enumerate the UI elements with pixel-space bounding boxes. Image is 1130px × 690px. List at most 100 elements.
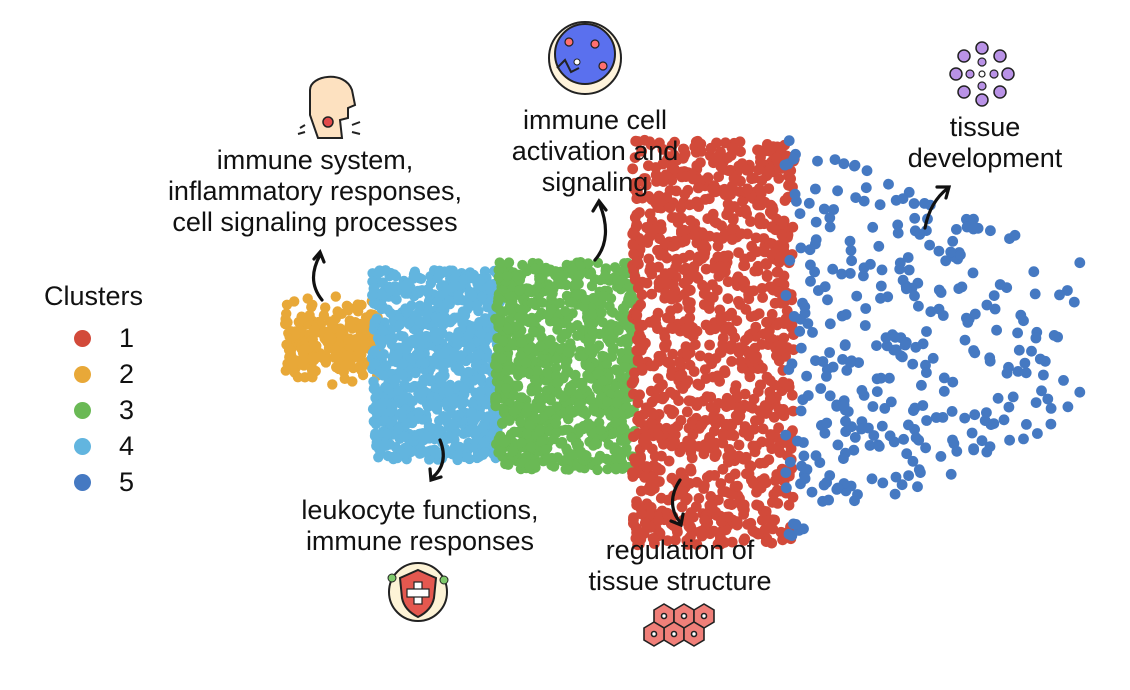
annotation-cluster5-line2: development (907, 143, 1063, 173)
scatter-point-cluster-4 (484, 332, 495, 343)
scatter-point-cluster-2 (327, 379, 338, 390)
scatter-point-cluster-4 (376, 289, 387, 300)
scatter-point-cluster-5 (998, 414, 1010, 426)
tissue-cells-icon (643, 603, 715, 647)
scatter-point-cluster-5 (861, 165, 873, 177)
scatter-point-cluster-4 (412, 348, 424, 359)
scatter-point-cluster-3 (570, 279, 581, 290)
scatter-point-cluster-5 (849, 432, 861, 443)
scatter-point-cluster-4 (370, 384, 381, 395)
scatter-point-cluster-1 (692, 378, 704, 390)
scatter-point-cluster-1 (753, 308, 765, 320)
scatter-point-cluster-5 (1054, 289, 1065, 301)
scatter-point-cluster-5 (909, 212, 921, 224)
scatter-point-cluster-2 (304, 310, 315, 321)
scatter-point-cluster-5 (992, 392, 1004, 404)
scatter-point-cluster-4 (443, 385, 454, 397)
scatter-point-cluster-3 (498, 437, 510, 448)
scatter-point-cluster-5 (1038, 369, 1049, 381)
annotation-cluster2-line2: inflammatory responses, (167, 176, 463, 206)
scatter-point-cluster-3 (517, 259, 528, 271)
scatter-point-cluster-3 (529, 459, 540, 470)
scatter-point-cluster-1 (761, 271, 773, 282)
scatter-point-cluster-5 (1021, 419, 1032, 430)
scatter-point-cluster-3 (563, 385, 574, 396)
scatter-point-cluster-1 (771, 152, 782, 164)
scatter-point-cluster-5 (1013, 344, 1025, 356)
scatter-point-cluster-4 (476, 329, 487, 340)
scatter-point-cluster-1 (771, 266, 783, 278)
scatter-point-cluster-5 (981, 299, 993, 311)
scatter-point-cluster-1 (787, 221, 799, 233)
scatter-point-cluster-1 (664, 202, 676, 214)
scatter-point-cluster-5 (885, 396, 897, 408)
scatter-point-cluster-4 (383, 334, 394, 345)
scatter-point-cluster-5 (968, 223, 979, 235)
scatter-point-cluster-1 (632, 256, 643, 268)
scatter-point-cluster-5 (829, 154, 841, 166)
scatter-point-cluster-4 (478, 437, 490, 448)
scatter-point-cluster-4 (434, 424, 446, 436)
scatter-point-cluster-3 (573, 270, 585, 281)
scatter-point-cluster-4 (415, 330, 426, 342)
scatter-point-cluster-3 (580, 409, 592, 420)
scatter-point-cluster-5 (994, 279, 1006, 290)
scatter-point-cluster-1 (691, 476, 703, 488)
scatter-point-cluster-1 (726, 223, 738, 235)
scatter-point-cluster-1 (760, 477, 772, 489)
scatter-point-cluster-1 (671, 256, 683, 268)
scatter-point-cluster-1 (645, 139, 657, 151)
scatter-point-cluster-1 (730, 380, 742, 391)
scatter-point-cluster-1 (674, 370, 686, 382)
scatter-point-cluster-3 (572, 330, 583, 341)
scatter-point-cluster-5 (832, 185, 843, 197)
legend-label-1: 1 (119, 322, 135, 353)
legend-item-3: 3 (44, 392, 143, 428)
scatter-point-cluster-5 (794, 325, 806, 337)
scatter-point-cluster-1 (704, 339, 715, 351)
scatter-point-cluster-1 (729, 468, 741, 480)
scatter-point-cluster-5 (844, 235, 856, 247)
annotation-cluster1-line1: regulation of (605, 535, 755, 565)
scatter-point-cluster-1 (647, 408, 659, 420)
scatter-point-cluster-5 (967, 267, 979, 279)
scatter-point-cluster-4 (447, 419, 459, 430)
scatter-point-cluster-1 (705, 401, 717, 413)
scatter-point-cluster-4 (489, 417, 500, 428)
scatter-point-cluster-4 (435, 376, 446, 387)
scatter-point-cluster-1 (765, 429, 776, 440)
scatter-point-cluster-5 (1042, 393, 1054, 405)
scatter-point-cluster-3 (566, 432, 577, 443)
scatter-point-cluster-1 (766, 222, 778, 233)
scatter-point-cluster-5 (968, 345, 979, 356)
scatter-point-cluster-5 (802, 390, 814, 401)
scatter-point-cluster-1 (683, 302, 694, 314)
scatter-point-cluster-1 (703, 193, 715, 205)
scatter-point-cluster-4 (449, 273, 460, 284)
scatter-point-cluster-1 (767, 141, 779, 153)
scatter-point-cluster-1 (745, 460, 757, 472)
scatter-point-cluster-1 (684, 199, 695, 211)
scatter-point-cluster-5 (783, 364, 795, 375)
scatter-point-cluster-1 (756, 283, 768, 294)
scatter-point-cluster-1 (742, 332, 754, 344)
scatter-point-cluster-1 (725, 189, 736, 201)
scatter-point-cluster-4 (454, 363, 465, 374)
scatter-point-cluster-5 (849, 160, 860, 172)
legend-item-5: 5 (44, 464, 143, 500)
scatter-point-cluster-5 (838, 453, 849, 464)
scatter-point-cluster-1 (731, 516, 743, 527)
scatter-point-cluster-3 (532, 384, 543, 395)
scatter-point-cluster-3 (532, 365, 543, 377)
scatter-point-cluster-1 (763, 454, 775, 466)
scatter-point-cluster-1 (753, 500, 765, 512)
scatter-point-cluster-3 (502, 374, 513, 386)
scatter-point-cluster-1 (699, 515, 710, 526)
scatter-point-cluster-2 (352, 304, 363, 316)
scatter-point-cluster-5 (912, 481, 923, 493)
scatter-point-cluster-3 (502, 271, 513, 282)
scatter-point-cluster-1 (676, 501, 688, 513)
scatter-point-cluster-5 (968, 443, 979, 454)
scatter-point-cluster-1 (743, 401, 755, 412)
scatter-point-cluster-1 (756, 339, 768, 350)
